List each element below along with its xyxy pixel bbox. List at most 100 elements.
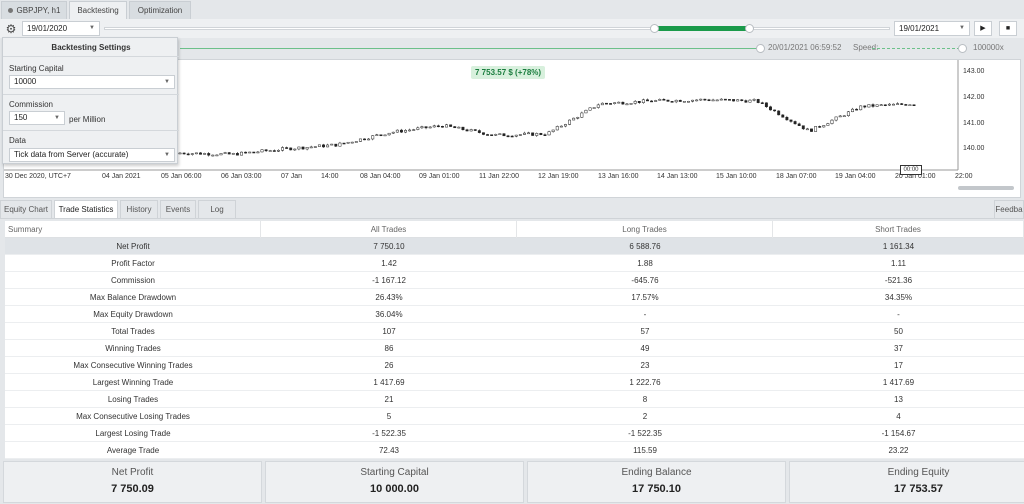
speed-slider-handle[interactable] [958,44,967,53]
data-label: Data [9,136,26,145]
table-row[interactable]: Max Equity Drawdown 36.04% - - [5,306,1024,323]
candle-body [662,99,666,101]
x-tick-label: 14:00 [321,173,339,180]
candle-body [723,98,727,101]
x-tick-label: 06 Jan 03:00 [221,173,262,180]
backtesting-settings-panel: Backtesting Settings Starting Capital 10… [2,37,179,164]
candle-body [494,134,498,136]
x-tick-label: 20 Jan 01:00 [895,173,936,180]
candle-body [211,154,215,157]
candle-body [900,103,904,105]
summary-label: Ending Balance [621,467,692,478]
starting-capital-select[interactable]: 10000 ▼ [9,75,175,89]
candle-body [481,132,485,135]
tab-trade-statistics[interactable]: Trade Statistics [54,200,118,218]
feedback-button[interactable]: Feedba [994,200,1024,218]
candle-body [502,133,506,137]
table-cell: 7 750.10 [373,242,405,251]
tab-history[interactable]: History [120,200,158,218]
tab-backtesting[interactable]: Backtesting [69,1,127,19]
row-label: Total Trades [111,327,155,336]
chart-horizontal-scrollbar[interactable] [958,186,1014,190]
tab-log[interactable]: Log [198,200,236,218]
trade-statistics-table: Summary All Trades Long Trades Short Tra… [5,221,1024,459]
candle-body [334,143,338,147]
candle-body [699,98,703,101]
table-row[interactable]: Net Profit 7 750.10 6 588.76 1 161.34 [5,238,1024,255]
candle-body [203,153,207,155]
date-range-fill [654,26,749,31]
data-source-value: Tick data from Server (accurate) [14,150,129,159]
start-date-picker[interactable]: 19/01/2020 ▼ [22,21,100,36]
candle-body [313,146,317,148]
candle-body [244,151,248,154]
candle-body [522,132,526,135]
table-cell: -1 522.35 [628,429,662,438]
candle-body [309,146,313,149]
table-row[interactable]: Winning Trades 86 49 37 [5,340,1024,357]
candle-body [789,119,793,122]
row-label: Max Balance Drawdown [89,293,177,302]
candle-body [773,109,777,112]
table-row[interactable]: Max Consecutive Winning Trades 26 23 17 [5,357,1024,374]
candle-body [387,132,391,136]
candle-body [805,128,809,131]
range-start-handle[interactable] [650,24,660,33]
candle-body [793,121,797,125]
progress-handle[interactable] [756,44,765,53]
starting-capital-label: Starting Capital [9,64,64,73]
candle-body [264,149,268,152]
settings-gear-icon[interactable]: ⚙ [5,22,17,36]
play-button[interactable]: ▶ [974,21,992,36]
candle-body [514,134,518,137]
table-row[interactable]: Losing Trades 21 8 13 [5,391,1024,408]
candle-body [826,123,830,126]
candle-body [564,124,567,127]
tab-chart-gbpjpy[interactable]: GBPJPY, h1 [1,1,67,19]
stop-button[interactable]: ■ [999,21,1017,36]
tab-events[interactable]: Events [160,200,196,218]
range-end-handle[interactable] [744,24,754,33]
table-cell: 4 [896,412,901,421]
chevron-down-icon: ▼ [959,25,965,31]
divider [3,130,179,131]
tab-label: History [126,205,152,214]
table-cell: 21 [384,395,394,404]
table-row[interactable]: Average Trade 72.43 115.59 23.22 [5,442,1024,459]
tab-equity-chart[interactable]: Equity Chart [0,200,52,218]
candle-body [867,104,871,108]
chevron-down-icon: ▼ [164,79,170,85]
candle-body [752,99,756,101]
speed-value: 100000x [973,43,1004,52]
date-range-track[interactable] [104,27,890,30]
candle-body [838,115,842,118]
end-date-picker[interactable]: 19/01/2021 ▼ [894,21,970,36]
x-tick-label: 19 Jan 04:00 [835,173,876,180]
results-tab-bar: Equity Chart Trade Statistics History Ev… [0,199,1024,219]
candle-body [678,99,682,102]
table-row[interactable]: Commission -1 167.12 -645.76 -521.36 [5,272,1024,289]
table-row[interactable]: Profit Factor 1.42 1.88 1.11 [5,255,1024,272]
chart-status-dot-icon [7,8,13,14]
top-tab-bar: GBPJPY, h1 Backtesting Optimization [0,0,1024,19]
commission-select[interactable]: 150 ▼ [9,111,65,125]
table-row[interactable]: Max Consecutive Losing Trades 5 2 4 [5,408,1024,425]
data-source-select[interactable]: Tick data from Server (accurate) ▼ [9,148,175,162]
candle-body [851,108,854,113]
table-cell: 107 [382,327,396,336]
speed-slider-track[interactable] [872,48,960,49]
table-row[interactable]: Max Balance Drawdown 26.43% 17.57% 34.35% [5,289,1024,306]
table-row[interactable]: Total Trades 107 57 50 [5,323,1024,340]
summary-value: 17 750.10 [632,483,681,495]
row-label: Winning Trades [105,344,161,353]
table-row[interactable]: Largest Losing Trade -1 522.35 -1 522.35 -1… [5,425,1024,442]
table-row[interactable]: Largest Winning Trade 1 417.69 1 222.76 1 4… [5,374,1024,391]
candle-body [822,125,826,128]
commission-label: Commission [9,100,54,109]
candle-body [592,107,596,109]
candle-body [215,154,219,157]
x-tick-label: 04 Jan 2021 [102,173,141,180]
tab-optimization[interactable]: Optimization [129,1,191,19]
pnl-badge: 7 753.57 $ (+78%) [471,66,546,79]
candle-body [186,153,190,156]
